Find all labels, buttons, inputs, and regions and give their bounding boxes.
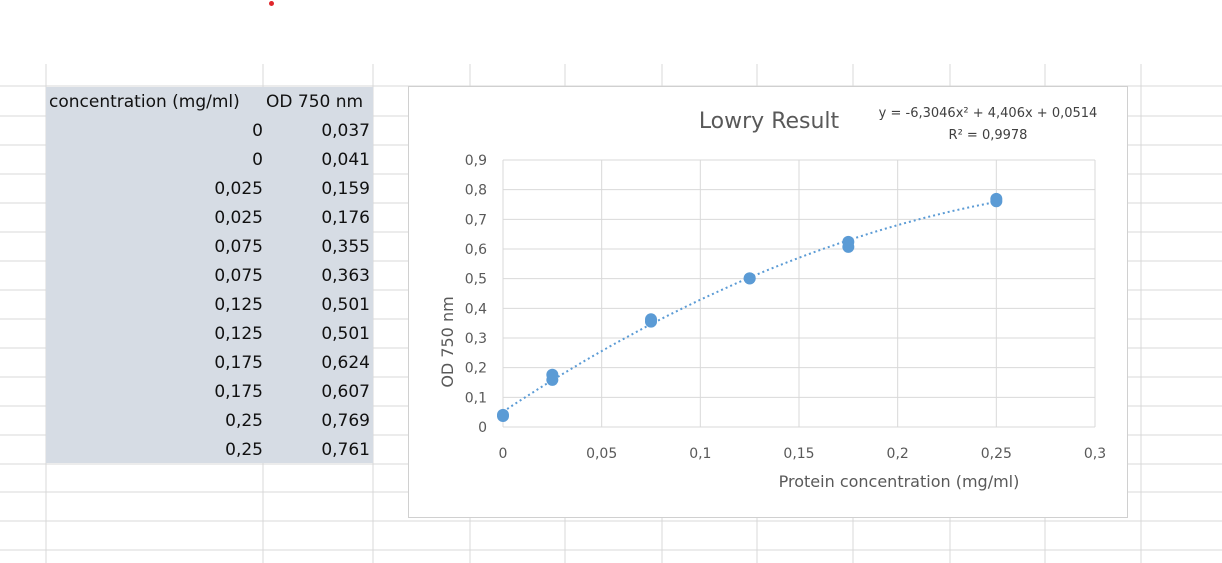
- cell-od[interactable]: 0,037: [321, 121, 370, 141]
- cell-od[interactable]: 0,501: [321, 324, 370, 344]
- y-tick-label: 0: [478, 420, 487, 436]
- cell-concentration[interactable]: 0,075: [214, 237, 263, 257]
- cell-od[interactable]: 0,176: [321, 208, 370, 228]
- cell-od[interactable]: 0,769: [321, 411, 370, 431]
- cell-od[interactable]: 0,624: [321, 353, 370, 373]
- x-tick-label: 0: [499, 446, 508, 462]
- y-tick-label: 0,9: [465, 153, 487, 169]
- header-concentration[interactable]: concentration (mg/ml): [49, 92, 240, 112]
- x-tick-label: 0,2: [887, 446, 909, 462]
- cell-concentration[interactable]: 0,25: [225, 440, 263, 460]
- data-point[interactable]: [842, 240, 855, 253]
- cell-od[interactable]: 0,363: [321, 266, 370, 286]
- data-point[interactable]: [546, 368, 559, 381]
- trendline-equation: y = -6,3046x² + 4,406x + 0,0514: [879, 106, 1098, 121]
- cell-concentration[interactable]: 0,175: [214, 382, 263, 402]
- cell-concentration[interactable]: 0,025: [214, 208, 263, 228]
- y-tick-label: 0,2: [465, 361, 487, 377]
- scatter-chart: Lowry Result y = -6,3046x² + 4,406x + 0,…: [438, 106, 1106, 491]
- cell-od[interactable]: 0,607: [321, 382, 370, 402]
- cell-concentration[interactable]: 0: [252, 121, 263, 141]
- y-tick-label: 0,5: [465, 272, 487, 288]
- cell-od[interactable]: 0,041: [321, 150, 370, 170]
- data-point[interactable]: [743, 272, 756, 285]
- x-tick-label: 0,15: [783, 446, 814, 462]
- cursor-marker: [269, 1, 274, 6]
- cell-concentration[interactable]: 0: [252, 150, 263, 170]
- y-tick-label: 0,8: [465, 183, 487, 199]
- cell-concentration[interactable]: 0,175: [214, 353, 263, 373]
- data-point[interactable]: [645, 313, 657, 326]
- chart-title: Lowry Result: [699, 109, 840, 134]
- header-od[interactable]: OD 750 nm: [266, 92, 364, 112]
- chart-area[interactable]: [408, 86, 1128, 518]
- trendline: [502, 200, 997, 413]
- y-tick-label: 0,1: [465, 390, 487, 406]
- cell-concentration[interactable]: 0,25: [225, 411, 263, 431]
- cell-od[interactable]: 0,159: [321, 179, 370, 199]
- y-tick-label: 0,7: [465, 212, 487, 228]
- cell-od[interactable]: 0,761: [321, 440, 370, 460]
- y-tick-label: 0,3: [465, 331, 487, 347]
- x-tick-label: 0,3: [1084, 446, 1106, 462]
- x-axis-label: Protein concentration (mg/ml): [779, 472, 1020, 491]
- x-tick-label: 0,1: [689, 446, 711, 462]
- cell-concentration[interactable]: 0,025: [214, 179, 263, 199]
- x-tick-label: 0,05: [586, 446, 617, 462]
- y-tick-label: 0,4: [465, 301, 487, 317]
- trendline-r-squared: R² = 0,9978: [949, 128, 1028, 143]
- y-axis-label: OD 750 nm: [438, 296, 457, 387]
- y-tick-label: 0,6: [465, 242, 487, 258]
- cell-concentration[interactable]: 0,125: [214, 324, 263, 344]
- cell-od[interactable]: 0,501: [321, 295, 370, 315]
- cell-concentration[interactable]: 0,125: [214, 295, 263, 315]
- cell-concentration[interactable]: 0,075: [214, 266, 263, 286]
- x-tick-label: 0,25: [981, 446, 1012, 462]
- cell-od[interactable]: 0,355: [321, 237, 370, 257]
- data-table: concentration (mg/ml) OD 750 nm 0 0,037 0 0,0…: [46, 87, 373, 463]
- data-point[interactable]: [990, 195, 1003, 208]
- data-point[interactable]: [497, 408, 509, 421]
